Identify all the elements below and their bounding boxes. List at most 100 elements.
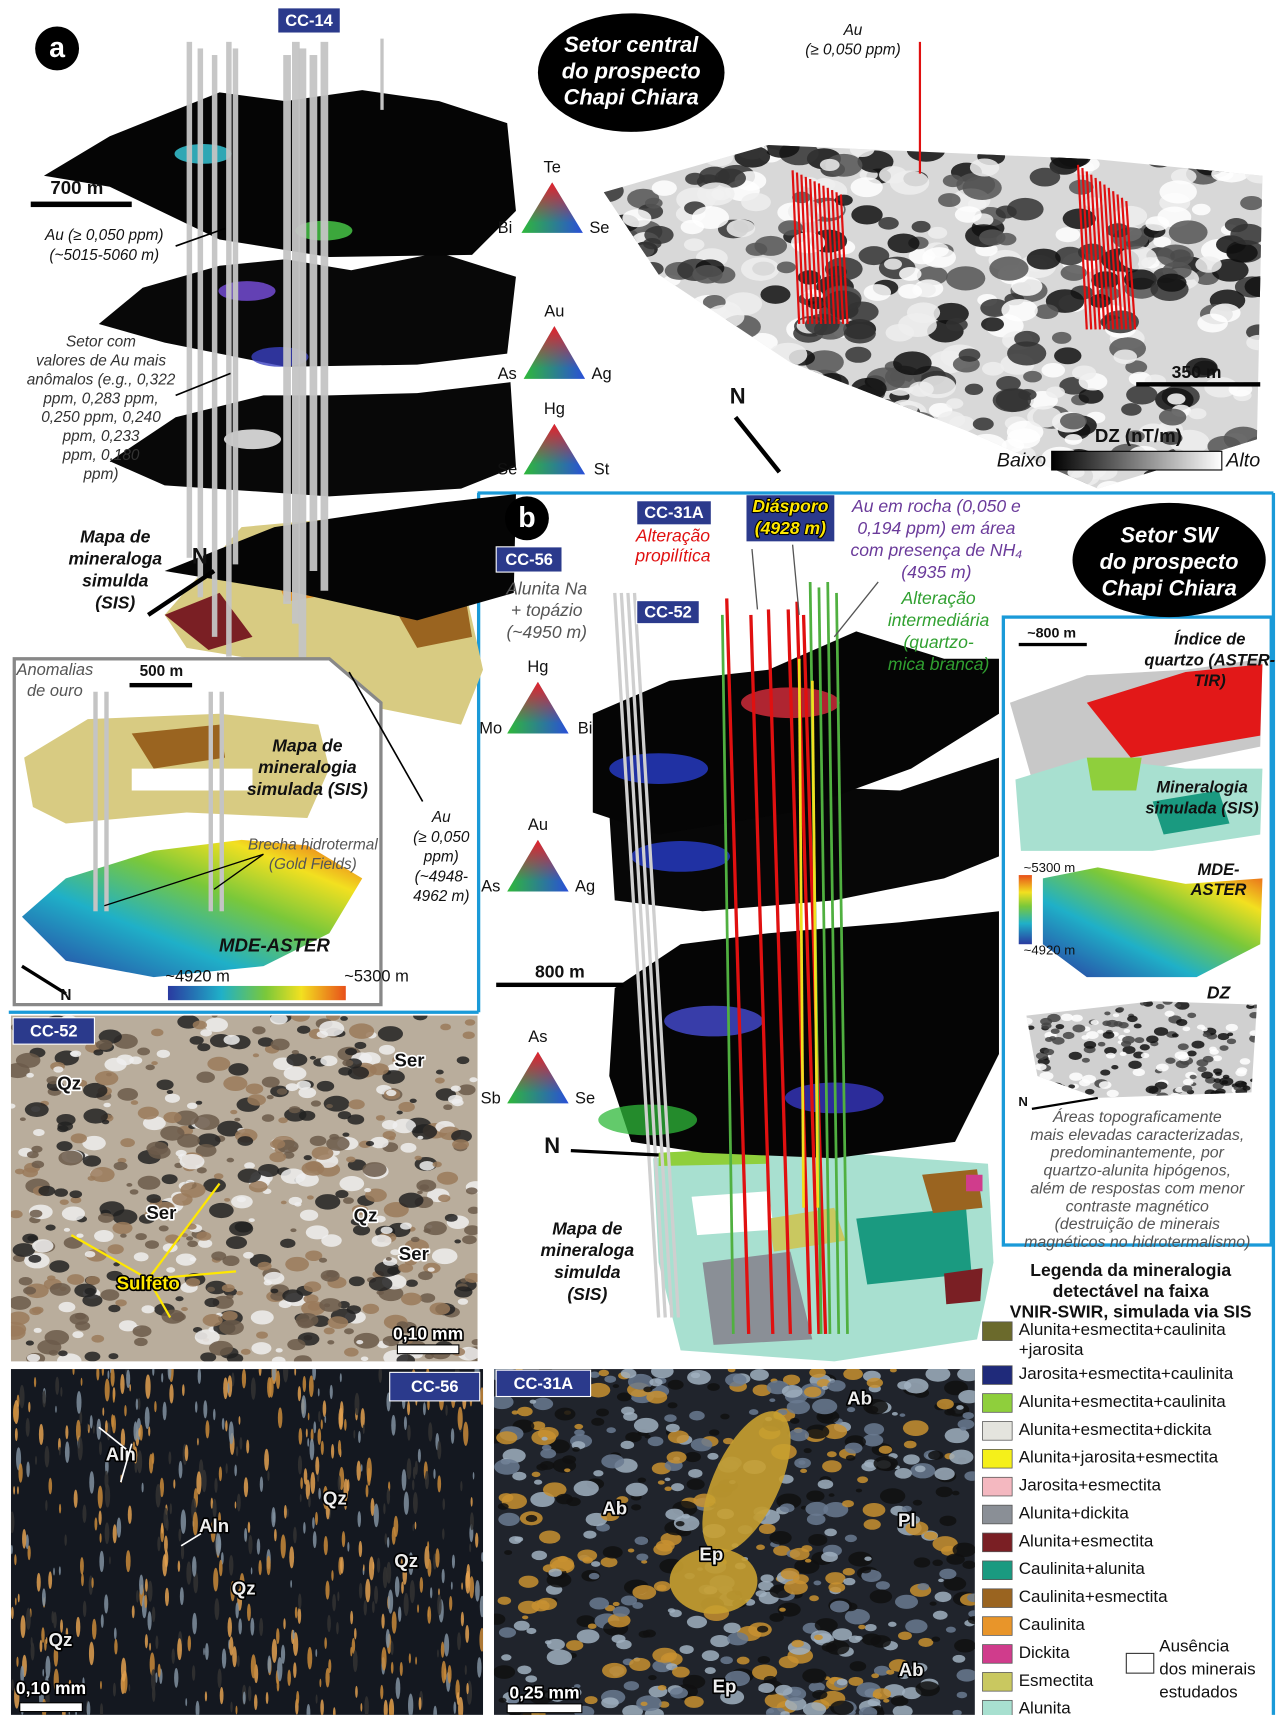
hole-id: CC-52 <box>644 604 692 622</box>
grain <box>801 1545 813 1553</box>
grain <box>1027 406 1062 428</box>
grain <box>814 373 849 394</box>
grain <box>22 1528 27 1549</box>
epidote <box>702 1411 791 1554</box>
grain <box>157 1536 161 1552</box>
grain <box>28 1254 42 1263</box>
grain <box>982 361 1005 376</box>
grain <box>614 145 639 153</box>
grain <box>1026 1050 1033 1058</box>
mineral-label: Pl <box>898 1510 916 1531</box>
scale-label: 0,10 mm <box>393 1324 463 1344</box>
grain <box>345 1048 358 1056</box>
grain <box>685 377 704 388</box>
grain <box>151 1686 156 1703</box>
label: intermediária <box>888 610 990 630</box>
grain <box>908 415 931 430</box>
grain <box>182 1384 185 1397</box>
grain <box>803 1386 822 1398</box>
grain <box>306 1195 314 1200</box>
grain <box>29 1209 43 1218</box>
grain <box>758 1683 775 1693</box>
grain <box>1122 1035 1135 1044</box>
grain <box>194 1329 220 1345</box>
grain <box>957 1369 975 1382</box>
grain <box>357 1511 362 1528</box>
grain <box>238 1618 242 1635</box>
grain <box>417 1190 423 1195</box>
grain <box>828 1493 835 1497</box>
grain <box>1219 1077 1234 1086</box>
scale-bar <box>30 201 132 208</box>
drill-trace <box>813 181 823 325</box>
grain <box>640 1701 648 1706</box>
grain <box>704 148 734 167</box>
grain <box>113 1627 117 1640</box>
grain <box>10 1103 16 1109</box>
grain <box>898 284 923 299</box>
grain <box>435 1069 444 1075</box>
grain <box>374 1215 386 1223</box>
pointer <box>104 853 264 907</box>
grain <box>1028 1002 1038 1008</box>
grain <box>144 1209 160 1219</box>
label: (SIS) <box>567 1284 607 1304</box>
grain <box>438 1588 440 1596</box>
grain <box>261 1114 275 1122</box>
grain <box>821 1551 838 1563</box>
legend-swatch <box>982 1449 1013 1469</box>
grain <box>14 1168 25 1175</box>
drill-trace <box>1094 177 1106 330</box>
grain <box>173 1110 199 1126</box>
grain <box>138 1427 141 1438</box>
grain <box>107 1244 124 1255</box>
grain <box>44 1445 50 1468</box>
grain <box>271 1356 286 1362</box>
panel-badge <box>35 26 80 71</box>
grain <box>208 1340 234 1356</box>
grain <box>117 1088 139 1101</box>
grain <box>354 1627 357 1640</box>
grain <box>822 1460 842 1473</box>
grain <box>1249 1034 1257 1043</box>
grain <box>406 1458 412 1480</box>
grain <box>159 1477 164 1498</box>
grain <box>872 407 892 420</box>
legend-swatch <box>982 1393 1013 1413</box>
grain <box>466 1682 469 1695</box>
grain <box>442 1498 446 1511</box>
grain <box>388 1700 393 1715</box>
grain <box>48 1571 53 1590</box>
grain <box>898 313 937 338</box>
label: do prospecto <box>1100 549 1239 574</box>
grain <box>898 1631 912 1641</box>
grain <box>368 1556 375 1581</box>
grain <box>1014 330 1040 347</box>
grain <box>602 1662 627 1679</box>
grain <box>369 1063 389 1076</box>
grain <box>263 1271 285 1285</box>
grain <box>688 1468 703 1478</box>
grain <box>100 1680 102 1690</box>
grain <box>339 1373 342 1383</box>
grain <box>634 1536 649 1545</box>
grain <box>399 1662 403 1677</box>
grain <box>1060 264 1087 281</box>
grain <box>51 1610 55 1624</box>
grain <box>171 1648 175 1664</box>
legend-title: detectável na faixa <box>1053 1281 1209 1301</box>
grain <box>319 1678 322 1688</box>
grain <box>14 1684 20 1709</box>
grain <box>1064 434 1083 445</box>
grain <box>32 1239 54 1253</box>
grain <box>586 1382 611 1398</box>
drill-trace <box>817 587 832 1334</box>
grain <box>1122 1045 1136 1054</box>
grain <box>352 1650 358 1673</box>
grain <box>603 384 619 403</box>
grain <box>778 220 804 236</box>
grain <box>460 1611 464 1627</box>
grain <box>54 1188 69 1197</box>
label: Diásporo <box>752 496 828 516</box>
grain <box>97 1485 103 1509</box>
